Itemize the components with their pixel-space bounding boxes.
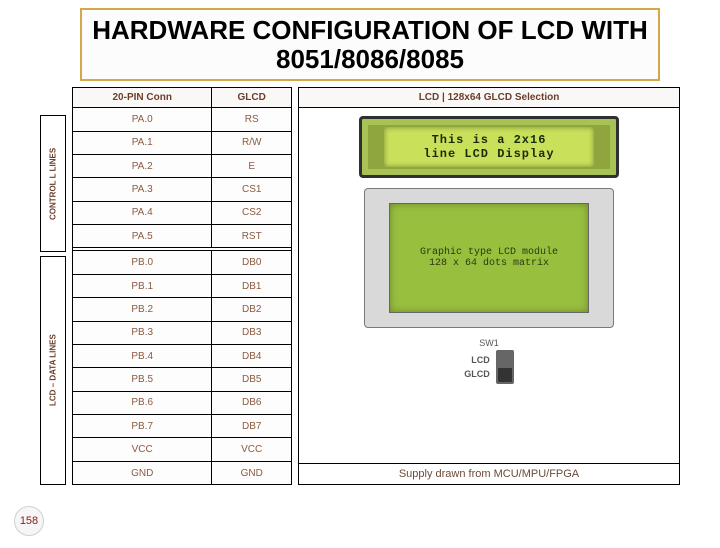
table-row: PB.7DB7 xyxy=(73,415,292,438)
table-row: PB.4DB4 xyxy=(73,344,292,367)
signal-cell: DB6 xyxy=(212,391,292,414)
table-row: PB.6DB6 xyxy=(73,391,292,414)
pin-cell: VCC xyxy=(73,438,212,461)
lcd-selection-body: This is a 2x16 line LCD Display Graphic … xyxy=(299,108,679,463)
pin-cell: PB.2 xyxy=(73,298,212,321)
signal-cell: GND xyxy=(212,461,292,484)
switch-option-lcd: LCD xyxy=(471,355,490,365)
table-row: GNDGND xyxy=(73,461,292,484)
signal-cell: R/W xyxy=(212,131,292,154)
signal-cell: DB2 xyxy=(212,298,292,321)
page-title: HARDWARE CONFIGURATION OF LCD WITH 8051/… xyxy=(92,16,648,73)
pin-cell: PA.0 xyxy=(73,108,212,131)
pin-cell: PB.7 xyxy=(73,415,212,438)
table-row: PB.3DB3 xyxy=(73,321,292,344)
lcd-selection-panel: LCD | 128x64 GLCD Selection This is a 2x… xyxy=(298,87,680,485)
signal-cell: CS2 xyxy=(212,201,292,224)
signal-cell: DB0 xyxy=(212,251,292,274)
page-number: 158 xyxy=(20,515,38,527)
rotated-headers-column: CONTROL L LINES LCD – DATA LINES xyxy=(40,87,66,485)
signal-cell: DB4 xyxy=(212,344,292,367)
pin-cell: PA.5 xyxy=(73,225,212,248)
table-row: PB.5DB5 xyxy=(73,368,292,391)
table-row: PA.3CS1 xyxy=(73,178,292,201)
table-row: PB.2DB2 xyxy=(73,298,292,321)
glcd-screen: Graphic type LCD module 128 x 64 dots ma… xyxy=(389,203,589,313)
glcd-line2: 128 x 64 dots matrix xyxy=(429,258,549,269)
switch-label: SW1 xyxy=(479,338,499,348)
pin-cell: PB.5 xyxy=(73,368,212,391)
rotated-data-lines: LCD – DATA LINES xyxy=(40,256,66,485)
table-row: PB.1DB1 xyxy=(73,274,292,297)
table-row: PB.0DB0 xyxy=(73,251,292,274)
glcd-module: Graphic type LCD module 128 x 64 dots ma… xyxy=(364,188,614,328)
lcd-16x2-screen: This is a 2x16 line LCD Display xyxy=(384,127,594,167)
supply-footer: Supply drawn from MCU/MPU/FPGA xyxy=(299,463,679,484)
glcd-line1: Graphic type LCD module xyxy=(420,247,558,258)
pin-cell: PA.1 xyxy=(73,131,212,154)
rotated-control-lines: CONTROL L LINES xyxy=(40,115,66,252)
signal-cell: E xyxy=(212,154,292,177)
pin-cell: PA.3 xyxy=(73,178,212,201)
table-row: PA.2E xyxy=(73,154,292,177)
table-row: PA.5RST xyxy=(73,225,292,248)
pin-mapping-table: 20-PIN Conn GLCD PA.0RSPA.1R/WPA.2EPA.3C… xyxy=(72,87,292,485)
switch-option-glcd: GLCD xyxy=(464,369,490,379)
lcd-16x2-module: This is a 2x16 line LCD Display xyxy=(359,116,619,178)
pin-cell: PA.2 xyxy=(73,154,212,177)
table-row: VCCVCC xyxy=(73,438,292,461)
title-box: HARDWARE CONFIGURATION OF LCD WITH 8051/… xyxy=(80,8,660,81)
lcd-line2: line LCD Display xyxy=(423,147,554,161)
pin-cell: PB.1 xyxy=(73,274,212,297)
signal-cell: RS xyxy=(212,108,292,131)
signal-cell: DB5 xyxy=(212,368,292,391)
pin-cell: PB.6 xyxy=(73,391,212,414)
signal-cell: DB3 xyxy=(212,321,292,344)
pin-cell: GND xyxy=(73,461,212,484)
pin-cell: PA.4 xyxy=(73,201,212,224)
signal-cell: VCC xyxy=(212,438,292,461)
table-row: PA.1R/W xyxy=(73,131,292,154)
selection-switch: SW1 LCD GLCD xyxy=(464,338,514,384)
signal-cell: DB7 xyxy=(212,415,292,438)
pin-cell: PB.0 xyxy=(73,251,212,274)
switch-graphic xyxy=(496,350,514,384)
pin-cell: PB.4 xyxy=(73,344,212,367)
lcd-selection-header: LCD | 128x64 GLCD Selection xyxy=(299,88,679,108)
signal-cell: CS1 xyxy=(212,178,292,201)
col-header-pin: 20-PIN Conn xyxy=(73,88,212,108)
table-row: PA.0RS xyxy=(73,108,292,131)
pin-cell: PB.3 xyxy=(73,321,212,344)
lcd-line1: This is a 2x16 xyxy=(432,133,547,147)
table-row: PA.4CS2 xyxy=(73,201,292,224)
signal-cell: DB1 xyxy=(212,274,292,297)
page-number-badge: 158 xyxy=(14,506,44,536)
content-area: CONTROL L LINES LCD – DATA LINES 20-PIN … xyxy=(40,87,680,485)
col-header-glcd: GLCD xyxy=(212,88,292,108)
signal-cell: RST xyxy=(212,225,292,248)
